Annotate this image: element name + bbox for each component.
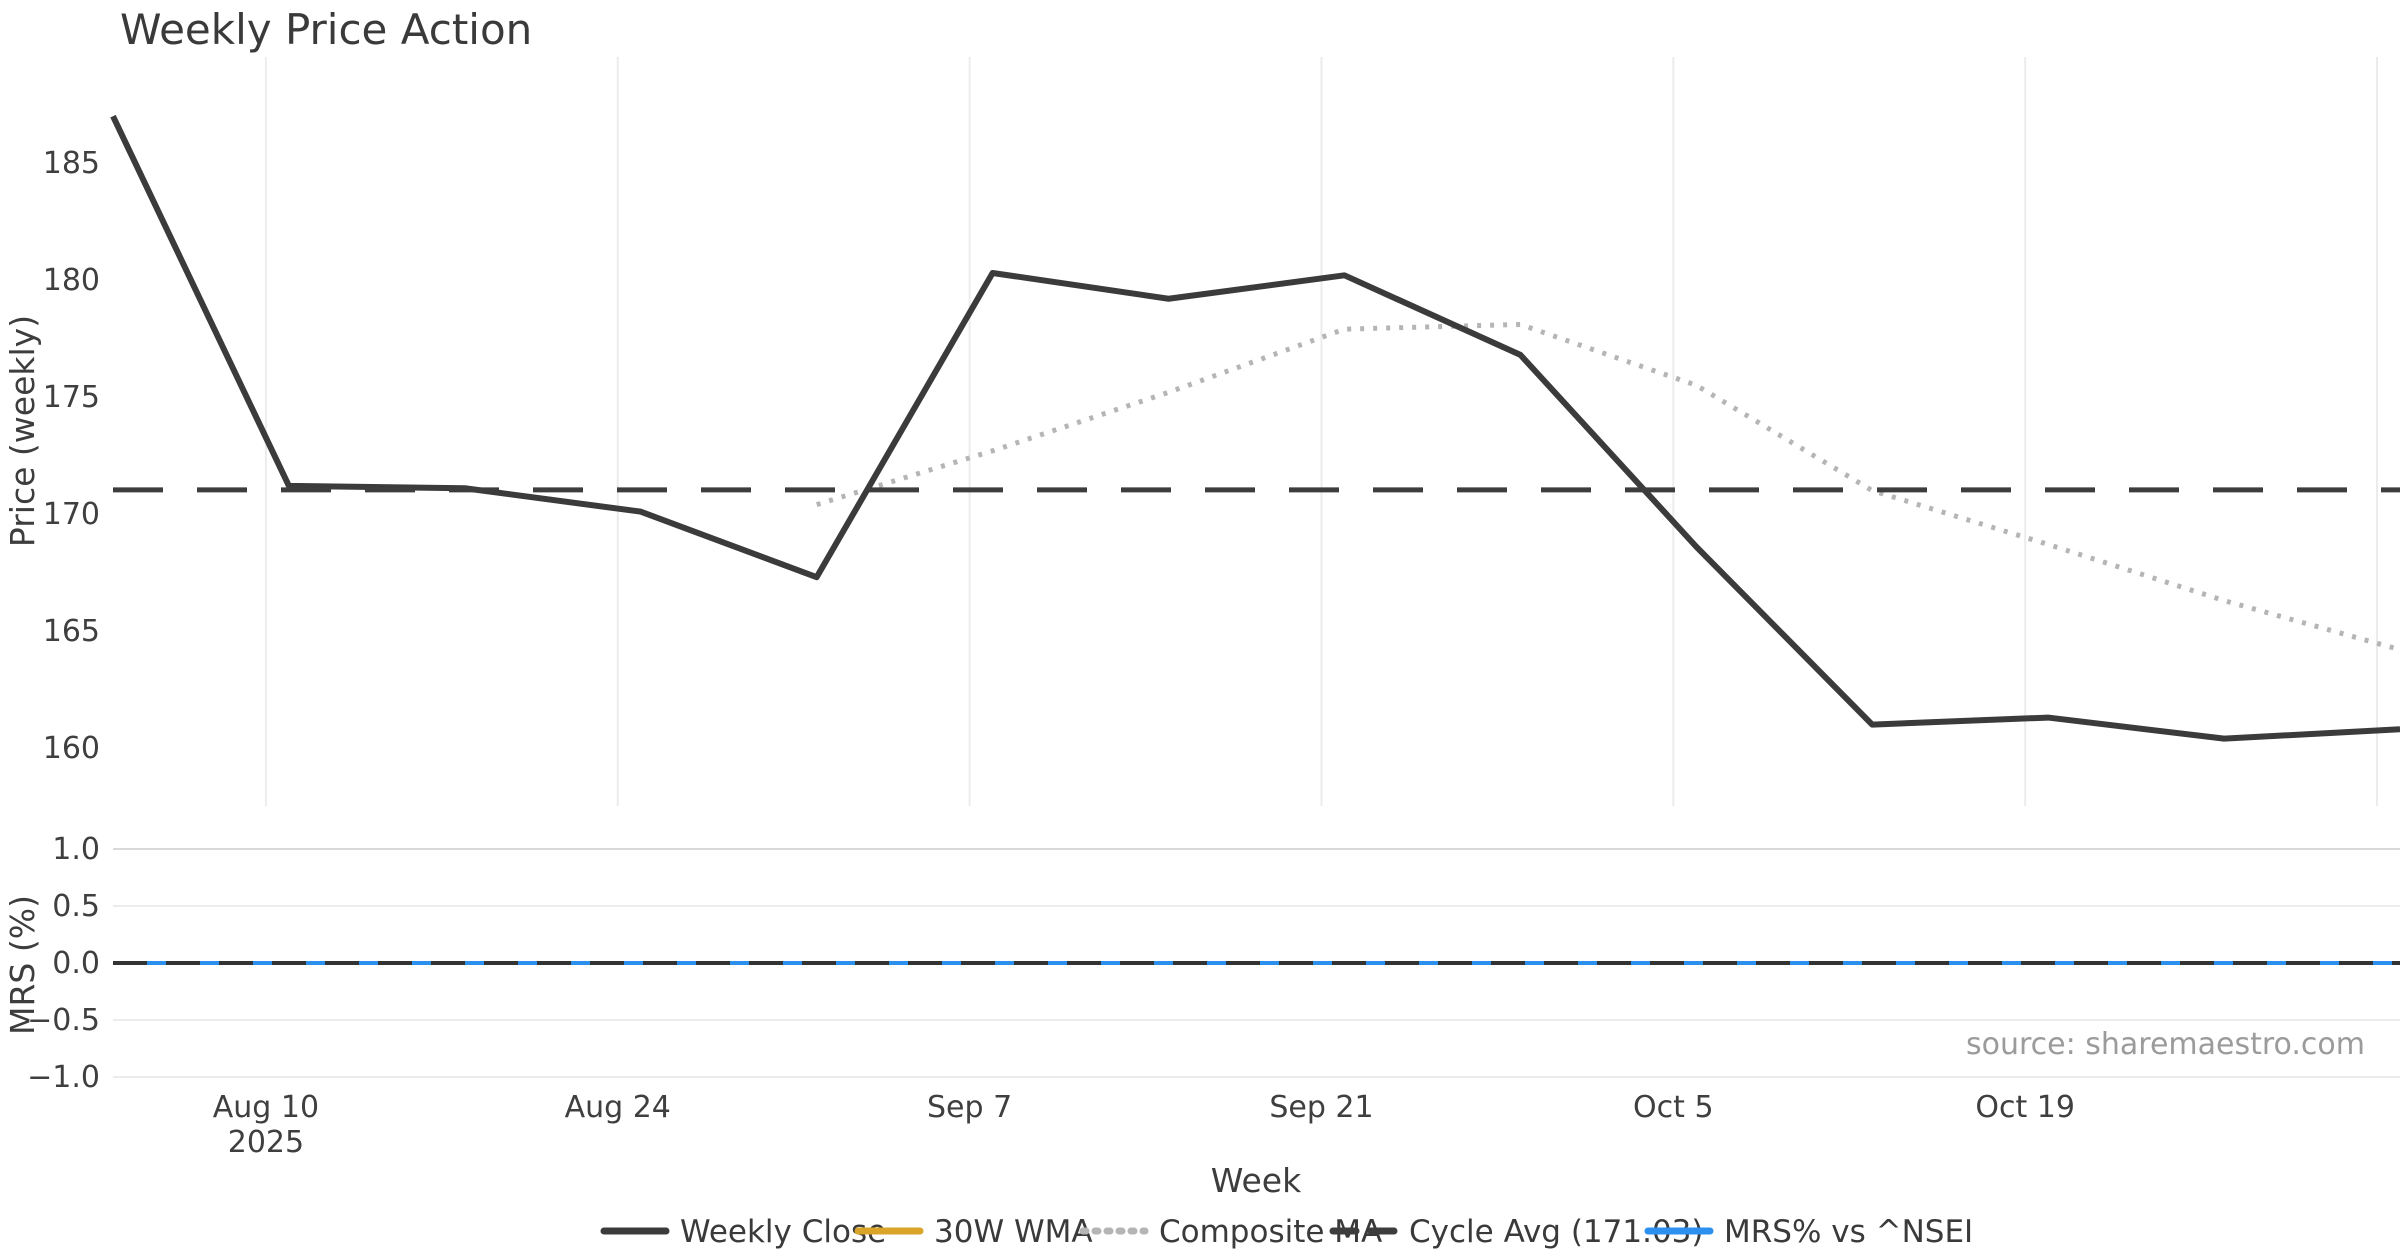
source-note: source: sharemaestro.com (1966, 1027, 2365, 1062)
x-tick-label: Oct 5 (1633, 1090, 1714, 1125)
mrs-y-tick-label: 0.5 (52, 889, 100, 924)
x-tick-sublabel: 2025 (228, 1125, 304, 1160)
legend-label: 30W WMA (934, 1214, 1093, 1250)
price-y-axis-label: Price (weekly) (3, 315, 42, 547)
legend-label: MRS% vs ^NSEI (1724, 1214, 1973, 1250)
mrs-y-axis-label: MRS (%) (3, 895, 42, 1035)
x-axis-label: Week (1211, 1161, 1302, 1200)
mrs-y-tick-label: 0.0 (52, 946, 100, 981)
x-tick-label: Sep 21 (1269, 1090, 1373, 1125)
mrs-y-tick-label: −0.5 (27, 1003, 100, 1038)
x-tick-label: Sep 7 (927, 1090, 1012, 1125)
legend-label: Weekly Close (680, 1214, 886, 1250)
price-y-tick-label: 170 (43, 497, 100, 532)
gridlines (113, 57, 2400, 1078)
mrs-y-tick-label: −1.0 (27, 1060, 100, 1095)
chart-title: Weekly Price Action (120, 5, 532, 54)
price-y-tick-label: 165 (43, 614, 100, 649)
price-y-tick-label: 185 (43, 146, 100, 181)
weekly-close-line (110, 114, 2400, 742)
composite-ma-line (815, 321, 2400, 653)
mrs-y-tick-label: 1.0 (52, 832, 100, 867)
x-tick-label: Aug 10 (213, 1090, 319, 1125)
price-y-tick-label: 175 (43, 380, 100, 415)
price-y-tick-label: 160 (43, 731, 100, 766)
legend: Weekly Close 30W WMA Composite MA Cycle Avg… (600, 1214, 1973, 1250)
x-tick-label: Aug 24 (565, 1090, 671, 1125)
price-y-tick-label: 180 (43, 263, 100, 298)
data-series (110, 114, 2400, 965)
reference-lines (113, 487, 2400, 965)
x-tick-label: Oct 19 (1975, 1090, 2075, 1125)
